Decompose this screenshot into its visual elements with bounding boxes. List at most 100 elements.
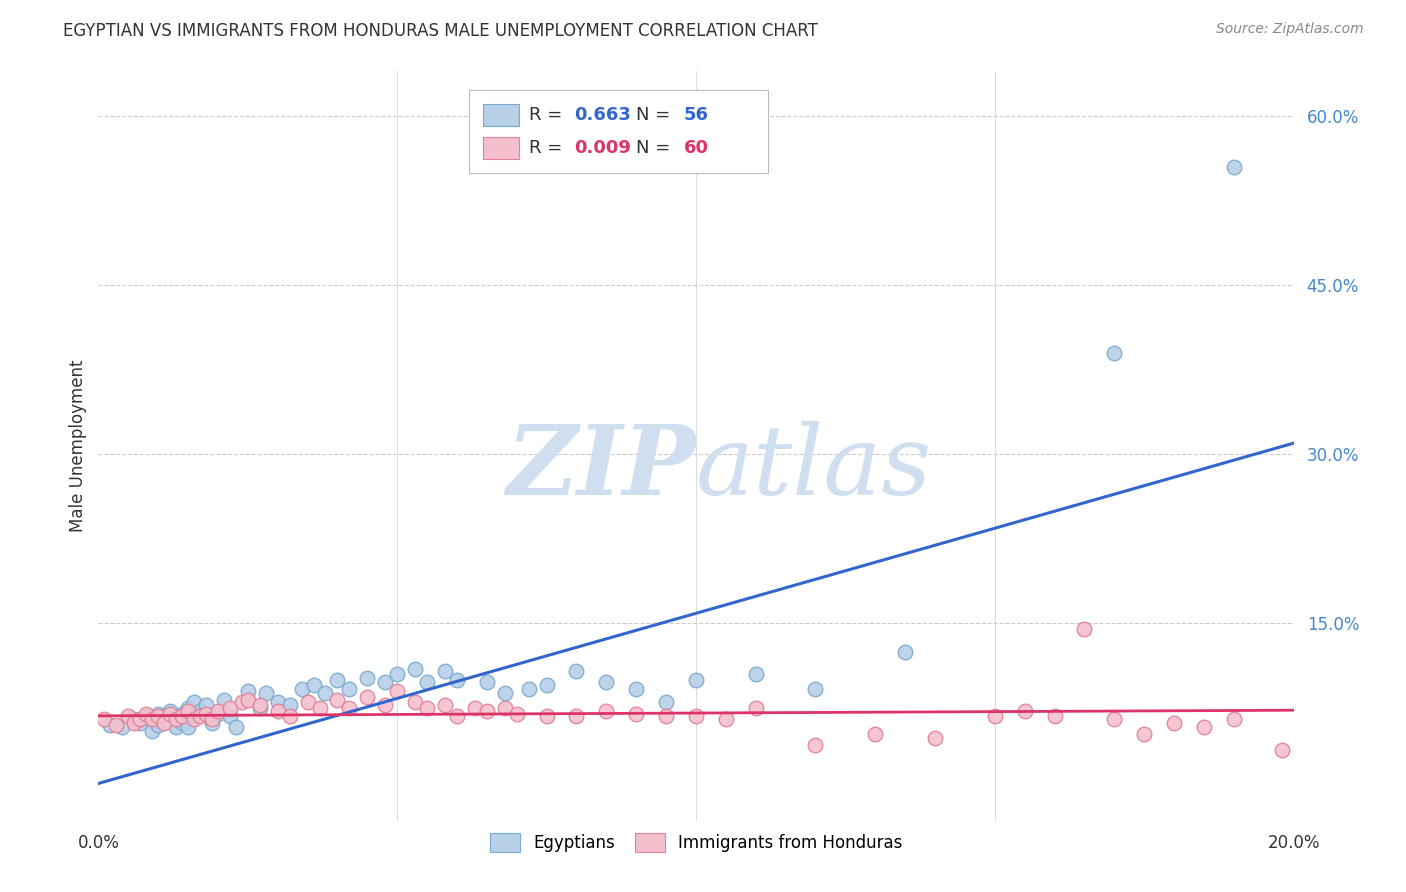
Point	[207, 704, 229, 718]
Point	[626, 681, 648, 696]
Point	[212, 693, 235, 707]
Point	[434, 698, 457, 712]
Point	[141, 712, 163, 726]
Point	[177, 701, 200, 715]
Point	[434, 664, 457, 678]
Point	[565, 664, 588, 678]
Point	[148, 706, 170, 721]
Point	[231, 695, 253, 709]
Bar	[484, 103, 519, 126]
Point	[159, 704, 181, 718]
Point	[117, 709, 139, 723]
Point	[159, 706, 181, 721]
Point	[326, 693, 349, 707]
Point	[1104, 346, 1126, 360]
Point	[135, 706, 157, 721]
Point	[135, 709, 157, 723]
Point	[105, 718, 128, 732]
Point	[1163, 715, 1185, 730]
Point	[804, 738, 827, 752]
Point	[924, 731, 946, 746]
Point	[416, 701, 439, 715]
Point	[219, 701, 242, 715]
Point	[124, 712, 146, 726]
Point	[177, 704, 200, 718]
Point	[165, 720, 187, 734]
Point	[93, 712, 115, 726]
Point	[172, 715, 194, 730]
Point	[356, 671, 378, 685]
FancyBboxPatch shape	[470, 90, 768, 172]
Point	[385, 684, 409, 698]
Point	[249, 701, 271, 715]
Point	[339, 681, 361, 696]
Point	[404, 695, 426, 709]
Point	[404, 661, 426, 675]
Point	[267, 704, 290, 718]
Point	[374, 675, 396, 690]
Text: EGYPTIAN VS IMMIGRANTS FROM HONDURAS MALE UNEMPLOYMENT CORRELATION CHART: EGYPTIAN VS IMMIGRANTS FROM HONDURAS MAL…	[63, 22, 818, 40]
Point	[865, 727, 887, 741]
Point	[374, 698, 396, 712]
Point	[183, 712, 205, 726]
Point	[446, 709, 468, 723]
Point	[894, 645, 917, 659]
Point	[804, 681, 827, 696]
Text: Source: ZipAtlas.com: Source: ZipAtlas.com	[1216, 22, 1364, 37]
Point	[475, 675, 498, 690]
Point	[1133, 727, 1156, 741]
Point	[165, 712, 187, 726]
Point	[416, 675, 439, 690]
Point	[315, 686, 337, 700]
Point	[207, 706, 229, 721]
Point	[626, 706, 648, 721]
Text: 56: 56	[685, 106, 709, 124]
Point	[685, 709, 707, 723]
Point	[464, 701, 486, 715]
Text: atlas: atlas	[696, 422, 932, 516]
Text: ZIP: ZIP	[506, 422, 696, 516]
Point	[177, 720, 200, 734]
Point	[1192, 720, 1215, 734]
Point	[595, 704, 617, 718]
Point	[385, 667, 409, 681]
Point	[302, 678, 325, 692]
Point	[129, 715, 152, 730]
Point	[595, 675, 617, 690]
Point	[297, 695, 319, 709]
Text: 0.663: 0.663	[574, 106, 631, 124]
Point	[984, 709, 1007, 723]
Legend: Egyptians, Immigrants from Honduras: Egyptians, Immigrants from Honduras	[485, 828, 907, 857]
Point	[195, 706, 218, 721]
Point	[219, 709, 242, 723]
Text: 0.009: 0.009	[574, 139, 631, 157]
Text: N =: N =	[636, 139, 676, 157]
Text: R =: R =	[529, 106, 568, 124]
Point	[536, 709, 558, 723]
Point	[172, 706, 194, 721]
Point	[475, 704, 498, 718]
Point	[111, 720, 134, 734]
Point	[153, 709, 176, 723]
Point	[1223, 712, 1246, 726]
Point	[201, 712, 224, 726]
Point	[506, 706, 529, 721]
Point	[236, 684, 259, 698]
Point	[494, 701, 516, 715]
Point	[356, 690, 378, 704]
Point	[148, 718, 170, 732]
Point	[1073, 622, 1095, 636]
Point	[565, 709, 588, 723]
Point	[291, 681, 314, 696]
Text: R =: R =	[529, 139, 568, 157]
Point	[655, 709, 678, 723]
Bar	[484, 136, 519, 159]
Point	[267, 695, 290, 709]
Point	[188, 709, 211, 723]
Point	[446, 673, 468, 687]
Point	[1043, 709, 1066, 723]
Point	[326, 673, 349, 687]
Point	[225, 720, 247, 734]
Point	[1223, 160, 1246, 174]
Point	[714, 712, 737, 726]
